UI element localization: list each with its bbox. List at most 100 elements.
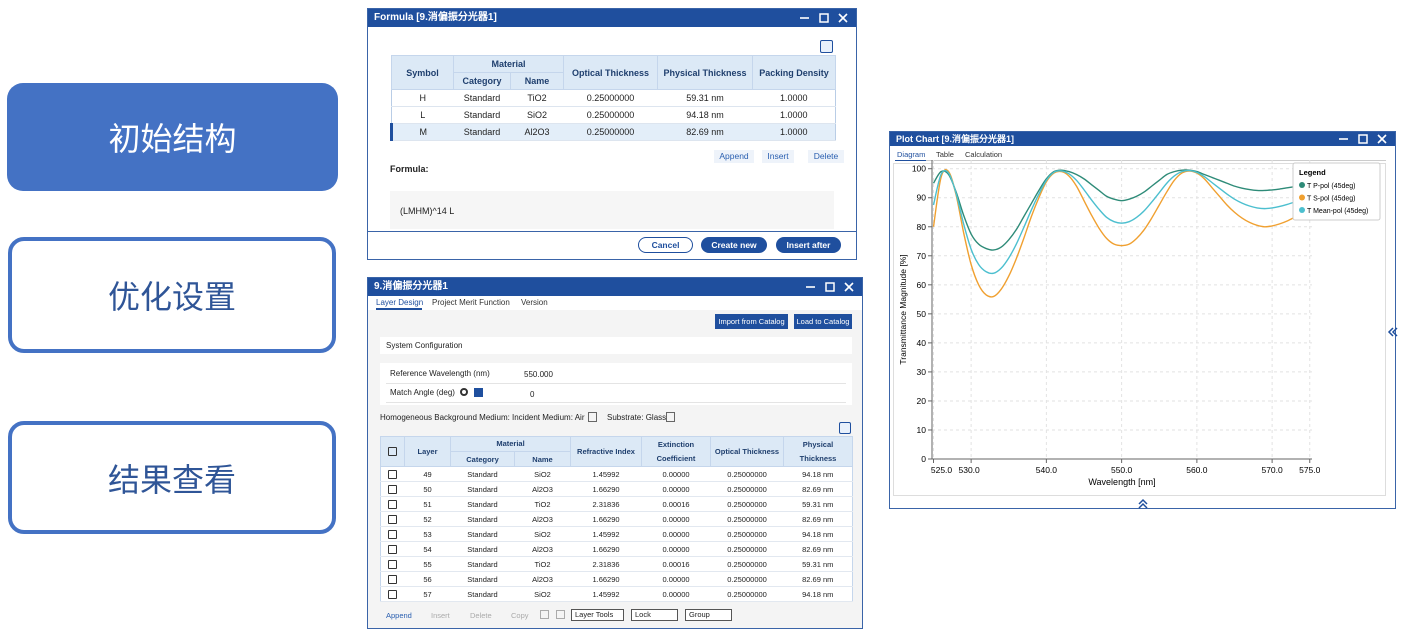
table-row[interactable]: 55StandardTiO22.318360.000160.2500000059… (381, 557, 853, 572)
row-button[interactable]: Append (714, 150, 754, 163)
cell: TiO2 (515, 557, 571, 572)
info-icon (474, 388, 483, 397)
checkbox[interactable] (388, 590, 397, 599)
dropdown[interactable]: Lock (631, 609, 678, 621)
checkbox[interactable] (388, 515, 397, 524)
cell: 1.66290 (571, 482, 642, 497)
grid-icon (820, 40, 833, 53)
checkbox[interactable] (388, 545, 397, 554)
cell: 94.18 nm (784, 467, 853, 482)
cell: Standard (451, 572, 515, 587)
tab[interactable]: Version (521, 298, 548, 307)
table-row[interactable]: 56StandardAl2O31.662900.000000.250000008… (381, 572, 853, 587)
header-cell: Category (454, 73, 511, 90)
window-title: Plot Chart [9.消偏振分光器1] (896, 134, 1014, 144)
cell: 0.25000000 (711, 467, 784, 482)
maximize[interactable] (1359, 135, 1367, 143)
expand-bottom[interactable] (1137, 497, 1149, 509)
dropdown[interactable]: Group (685, 609, 732, 621)
cell: 1.66290 (571, 542, 642, 557)
cell: 57 (405, 587, 451, 602)
row-button[interactable]: Delete (808, 150, 844, 163)
toolbar-button[interactable]: Append (386, 611, 412, 620)
cell: H (392, 90, 454, 107)
close[interactable] (845, 283, 853, 291)
field-value: 550.000 (524, 370, 553, 379)
checkbox[interactable] (388, 530, 397, 539)
checkbox[interactable] (388, 470, 397, 479)
cell: 0.25000000 (564, 90, 658, 107)
edit-icon[interactable] (588, 412, 597, 422)
medium-incident: Incident Medium: Air (512, 413, 584, 422)
window-icons (1333, 132, 1393, 146)
catalog-button[interactable]: Import from Catalog (715, 314, 788, 329)
close[interactable] (1378, 135, 1386, 143)
toolbar-button[interactable]: Delete (470, 611, 492, 620)
header-cell: Packing Density (753, 56, 836, 90)
toolbar-button[interactable]: Insert (431, 611, 450, 620)
nav-button[interactable]: 初始结构 (7, 83, 338, 191)
grid-icon[interactable] (839, 422, 851, 434)
table-row[interactable]: 57StandardSiO21.459920.000000.2500000094… (381, 587, 853, 602)
header-row: LayerMaterialRefractive IndexExtinction … (381, 437, 853, 452)
cell: 52 (405, 512, 451, 527)
row-line (386, 383, 846, 384)
formula-table: SymbolMaterialOptical ThicknessPhysical … (390, 55, 836, 141)
checkbox[interactable] (388, 560, 397, 569)
cell: 54 (405, 542, 451, 557)
checkbox[interactable] (388, 500, 397, 509)
cell: 82.69 nm (784, 512, 853, 527)
tab[interactable]: Layer Design (376, 298, 423, 307)
nav-button[interactable]: 结果查看 (8, 421, 336, 534)
table-row[interactable]: 50StandardAl2O31.662900.000000.250000008… (381, 482, 853, 497)
checkbox[interactable] (388, 575, 397, 584)
table-row[interactable]: MStandardAl2O30.2500000082.69 nm1.0000 (392, 124, 836, 141)
table-row[interactable]: HStandardTiO20.2500000059.31 nm1.0000 (392, 90, 836, 107)
table-row[interactable]: 54StandardAl2O31.662900.000000.250000008… (381, 542, 853, 557)
action-button[interactable]: Create new (701, 237, 767, 253)
cell: 0.25000000 (711, 572, 784, 587)
header-cell: Material (454, 56, 564, 73)
tab[interactable]: Calculation (965, 150, 1002, 159)
table-row[interactable]: LStandardSiO20.2500000094.18 nm1.0000 (392, 107, 836, 124)
tab[interactable]: Project Merit Function (432, 298, 510, 307)
formula-editor[interactable]: (LMHM)^14 L (390, 191, 834, 229)
action-button[interactable]: Cancel (638, 237, 693, 253)
edit-icon[interactable] (666, 412, 675, 422)
collapse-right[interactable] (1387, 325, 1399, 339)
row-button[interactable]: Insert (762, 150, 794, 163)
toolbar-button[interactable]: Copy (511, 611, 529, 620)
cell: 0.25000000 (711, 557, 784, 572)
header-row: SymbolMaterialOptical ThicknessPhysical … (392, 56, 836, 73)
table-row[interactable]: 52StandardAl2O31.662900.000000.250000008… (381, 512, 853, 527)
nav-button[interactable]: 优化设置 (8, 237, 336, 353)
move-up[interactable] (540, 610, 549, 619)
action-button[interactable]: Insert after (776, 237, 841, 253)
row-line (386, 402, 846, 403)
cell: SiO2 (511, 107, 564, 124)
cell: TiO2 (515, 497, 571, 512)
dropdown[interactable]: Layer Tools (571, 609, 624, 621)
cell: 59.31 nm (784, 557, 853, 572)
checkbox[interactable] (388, 447, 397, 456)
cell: 0.00000 (642, 512, 711, 527)
move-down[interactable] (556, 610, 565, 619)
tab[interactable]: Diagram (897, 150, 925, 159)
header-cell: Layer (405, 437, 451, 467)
cell: 0.00000 (642, 482, 711, 497)
maximize[interactable] (826, 283, 834, 291)
cell: Standard (451, 527, 515, 542)
cell: 82.69 nm (784, 572, 853, 587)
table-row[interactable]: 53StandardSiO21.459920.000000.2500000094… (381, 527, 853, 542)
cell: 59.31 nm (784, 497, 853, 512)
cell: TiO2 (511, 90, 564, 107)
section-header[interactable]: System Configuration (380, 337, 852, 354)
tab[interactable]: Table (936, 150, 954, 159)
checkbox[interactable] (388, 485, 397, 494)
catalog-button[interactable]: Load to Catalog (794, 314, 852, 329)
table-row[interactable]: 51StandardTiO22.318360.000160.2500000059… (381, 497, 853, 512)
table-row[interactable]: 49StandardSiO21.459920.000000.2500000094… (381, 467, 853, 482)
maximize[interactable] (820, 14, 828, 22)
close[interactable] (839, 14, 847, 22)
